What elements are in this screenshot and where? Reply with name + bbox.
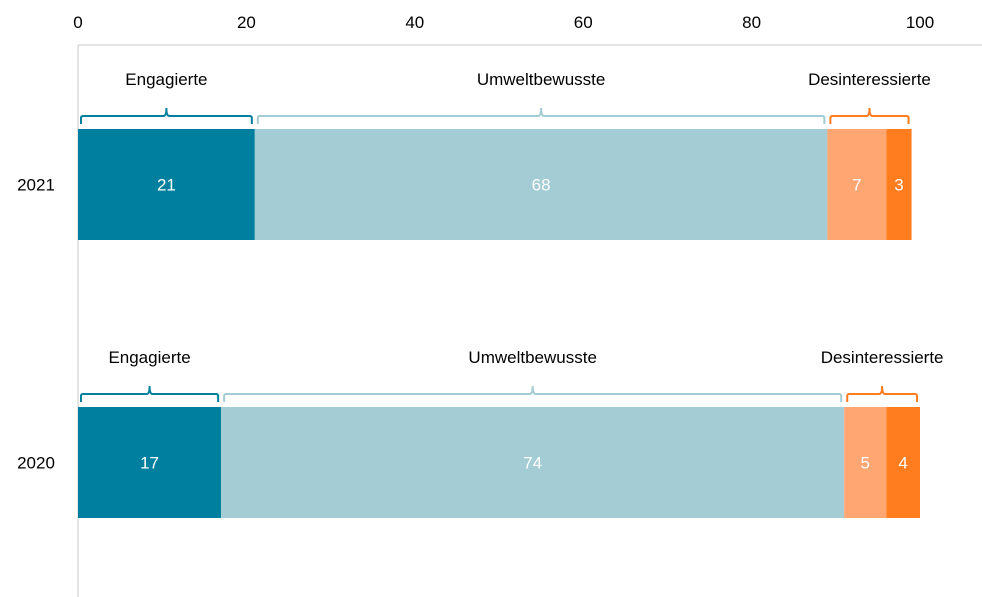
group-label: Umweltbewusste (477, 70, 606, 89)
x-tick-label: 100 (906, 13, 934, 32)
bar-value-label: 7 (852, 176, 861, 195)
group-bracket (829, 107, 910, 124)
bar-value-label: 17 (140, 454, 159, 473)
bar-segment (221, 407, 845, 518)
group-label: Engagierte (108, 348, 190, 367)
group-label: Engagierte (125, 70, 207, 89)
bar-value-label: 68 (532, 176, 551, 195)
group-bracket (256, 107, 826, 124)
category-label: 2020 (17, 454, 55, 473)
group-bracket (223, 385, 843, 402)
bar-value-label: 3 (894, 176, 903, 195)
group-label: Desinteressierte (821, 348, 944, 367)
x-tick-label: 40 (405, 13, 424, 32)
x-tick-label: 80 (742, 13, 761, 32)
bar-segment (886, 407, 920, 518)
group-bracket (80, 107, 253, 124)
x-tick-label: 60 (574, 13, 593, 32)
bar-segment (844, 407, 887, 518)
bar-value-label: 21 (157, 176, 176, 195)
bar-value-label: 5 (861, 454, 870, 473)
bar-segment (78, 129, 255, 240)
x-tick-label: 20 (237, 13, 256, 32)
bar-segment (254, 129, 828, 240)
bar-segment (886, 129, 912, 240)
group-bracket (846, 385, 918, 402)
x-tick-label: 0 (73, 13, 82, 32)
bar-segment (78, 407, 222, 518)
group-bracket (80, 385, 220, 402)
group-label: Desinteressierte (808, 70, 931, 89)
bar-segment (827, 129, 887, 240)
group-label: Umweltbewusste (468, 348, 597, 367)
bar-value-label: 4 (898, 454, 907, 473)
bar-value-label: 74 (523, 454, 542, 473)
category-label: 2021 (17, 176, 55, 195)
